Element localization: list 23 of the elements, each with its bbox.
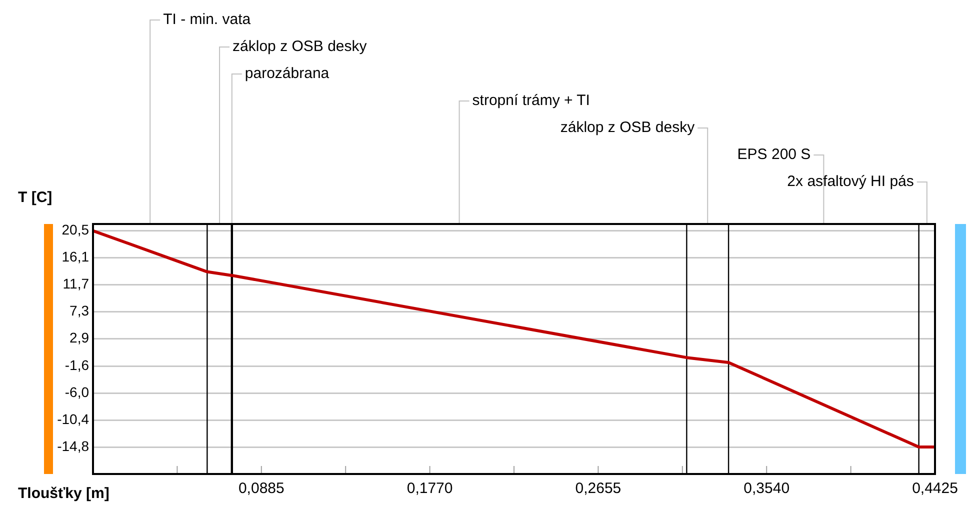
y-axis-title: T [C]	[18, 189, 52, 206]
y-tick-label: -6,0	[64, 384, 90, 400]
text: stropní trámy + TI	[472, 92, 590, 110]
y-tick-label: 16,1	[62, 248, 90, 265]
y-tick-label: 20,5	[62, 222, 90, 238]
y-tick-label: 11,7	[62, 276, 90, 292]
x-axis-title: Tloušťky [m]	[18, 485, 110, 502]
x-tick-label: 0,1770	[406, 480, 453, 498]
text: záklop z OSB desky	[560, 119, 696, 136]
text: záklop z OSB desky	[232, 38, 368, 56]
x-tick-label: 0,4425	[912, 480, 958, 498]
ref-line-label: parozábrana	[244, 65, 330, 82]
x-tick-label: 0,0885	[238, 480, 284, 498]
x-tick-label: 0,2655	[575, 480, 622, 498]
y-tick-label: -14,8	[57, 438, 90, 454]
x-tick-label: 0,3540	[744, 480, 790, 498]
text: EPS 200 S	[737, 146, 811, 164]
y-tick-label: -10,4	[57, 410, 90, 427]
y-tick-label: 2,9	[70, 329, 90, 346]
text: 2x asfaltový HI pás	[787, 173, 914, 190]
y-tick-label: -1,6	[64, 357, 90, 374]
y-tick-label: 7,3	[70, 302, 90, 318]
text: TI - min. vata	[163, 11, 252, 28]
